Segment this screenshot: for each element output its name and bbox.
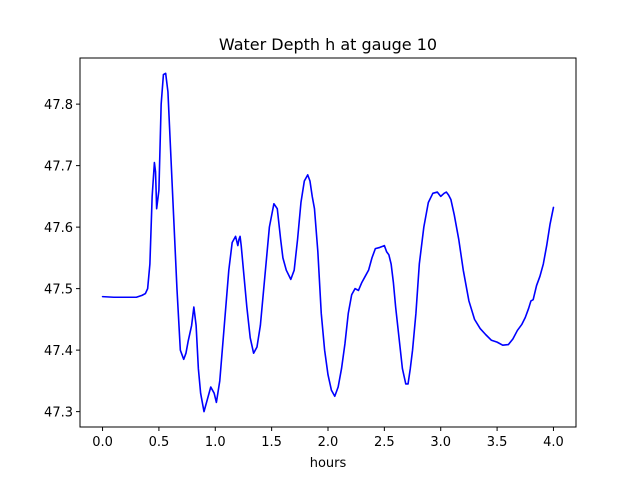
y-tick-label: 47.8: [44, 98, 73, 113]
x-tick-label: 3.0: [430, 435, 451, 450]
y-tick-label: 47.3: [44, 406, 73, 421]
plot-area: [101, 72, 555, 413]
x-tick-label: 1.0: [205, 435, 226, 450]
series-line-0: [101, 72, 555, 413]
x-tick-label: 2.0: [318, 435, 339, 450]
y-axis: 47.3 47.4 47.5 47.6 47.7 47.8: [44, 98, 80, 421]
y-tick-label: 47.4: [44, 344, 73, 359]
x-tick-label: 1.5: [261, 435, 282, 450]
y-tick-label: 47.7: [44, 160, 73, 175]
x-tick-label: 0.5: [149, 435, 170, 450]
plot-frame: [79, 57, 577, 428]
chart-title: Water Depth h at gauge 10: [219, 35, 437, 54]
x-axis-label: hours: [310, 456, 347, 471]
x-tick-label: 2.5: [374, 435, 395, 450]
y-tick-label: 47.6: [44, 221, 73, 236]
y-tick-label: 47.5: [44, 283, 73, 298]
x-axis: 0.0 0.5 1.0 1.5 2.0 2.5 3.0 3.5 4.0: [92, 427, 564, 450]
x-tick-label: 0.0: [92, 435, 113, 450]
x-tick-label: 4.0: [543, 435, 564, 450]
x-tick-label: 3.5: [487, 435, 508, 450]
